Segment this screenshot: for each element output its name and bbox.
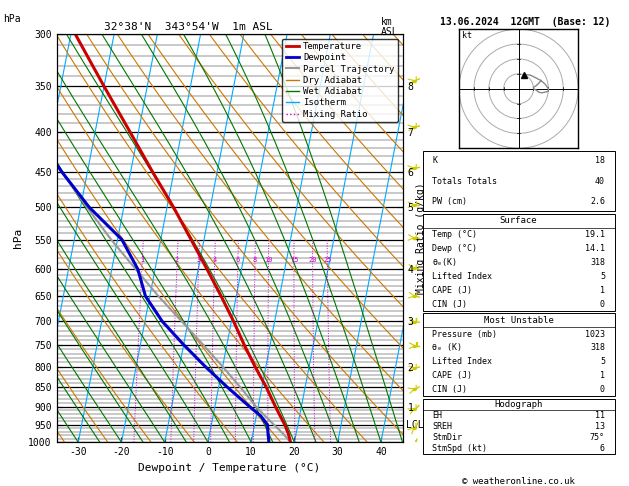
- Text: 0: 0: [600, 385, 605, 394]
- Text: Surface: Surface: [500, 216, 537, 226]
- FancyBboxPatch shape: [423, 214, 615, 311]
- Text: Lifted Index: Lifted Index: [432, 357, 493, 366]
- Text: 15: 15: [290, 258, 298, 263]
- Y-axis label: Mixing Ratio (g/kg): Mixing Ratio (g/kg): [416, 182, 426, 294]
- Text: StmSpd (kt): StmSpd (kt): [432, 444, 487, 453]
- Text: Most Unstable: Most Unstable: [484, 316, 554, 325]
- Text: 2: 2: [175, 258, 179, 263]
- Text: 5: 5: [600, 357, 605, 366]
- Text: 0: 0: [600, 299, 605, 309]
- Text: 13: 13: [595, 422, 605, 431]
- Text: 318: 318: [590, 344, 605, 352]
- Text: θₑ(K): θₑ(K): [432, 258, 457, 267]
- Text: 20: 20: [308, 258, 317, 263]
- Text: 18: 18: [595, 156, 605, 165]
- Text: StmDir: StmDir: [432, 433, 462, 442]
- Text: CIN (J): CIN (J): [432, 385, 467, 394]
- Text: 4: 4: [213, 258, 217, 263]
- Text: 13.06.2024  12GMT  (Base: 12): 13.06.2024 12GMT (Base: 12): [440, 17, 610, 27]
- Text: PW (cm): PW (cm): [432, 197, 467, 206]
- Text: 1: 1: [600, 371, 605, 380]
- Text: km
ASL: km ASL: [381, 17, 398, 37]
- Text: 40: 40: [595, 176, 605, 186]
- Text: 14.1: 14.1: [585, 244, 605, 253]
- Text: kt: kt: [462, 31, 472, 40]
- Text: 19.1: 19.1: [585, 230, 605, 239]
- X-axis label: Dewpoint / Temperature (°C): Dewpoint / Temperature (°C): [138, 463, 321, 473]
- Text: 2.6: 2.6: [590, 197, 605, 206]
- Text: Pressure (mb): Pressure (mb): [432, 330, 498, 339]
- Text: 25: 25: [323, 258, 331, 263]
- Text: 3: 3: [197, 258, 201, 263]
- Text: 1023: 1023: [585, 330, 605, 339]
- Text: K: K: [432, 156, 437, 165]
- FancyBboxPatch shape: [423, 151, 615, 211]
- Text: 6: 6: [236, 258, 240, 263]
- Text: θₑ (K): θₑ (K): [432, 344, 462, 352]
- Text: 1: 1: [140, 258, 144, 263]
- Text: 318: 318: [590, 258, 605, 267]
- Text: Temp (°C): Temp (°C): [432, 230, 477, 239]
- Text: © weatheronline.co.uk: © weatheronline.co.uk: [462, 477, 576, 486]
- Text: CAPE (J): CAPE (J): [432, 286, 472, 295]
- Text: LCL: LCL: [406, 420, 424, 430]
- FancyBboxPatch shape: [423, 399, 615, 454]
- Text: Lifted Index: Lifted Index: [432, 272, 493, 281]
- Text: CIN (J): CIN (J): [432, 299, 467, 309]
- Text: hPa: hPa: [3, 15, 21, 24]
- Text: 5: 5: [600, 272, 605, 281]
- Text: 1: 1: [600, 286, 605, 295]
- Text: Totals Totals: Totals Totals: [432, 176, 498, 186]
- Text: 6: 6: [600, 444, 605, 453]
- Legend: Temperature, Dewpoint, Parcel Trajectory, Dry Adiabat, Wet Adiabat, Isotherm, Mi: Temperature, Dewpoint, Parcel Trajectory…: [282, 38, 398, 122]
- Text: 10: 10: [264, 258, 273, 263]
- Text: 8: 8: [253, 258, 257, 263]
- Text: Dewp (°C): Dewp (°C): [432, 244, 477, 253]
- FancyBboxPatch shape: [423, 313, 615, 396]
- Text: 75°: 75°: [590, 433, 605, 442]
- Text: SREH: SREH: [432, 422, 452, 431]
- Text: Hodograph: Hodograph: [494, 399, 543, 409]
- Text: CAPE (J): CAPE (J): [432, 371, 472, 380]
- Text: 11: 11: [595, 411, 605, 420]
- Title: 32°38'N  343°54'W  1m ASL: 32°38'N 343°54'W 1m ASL: [104, 22, 272, 32]
- Y-axis label: hPa: hPa: [13, 228, 23, 248]
- Text: EH: EH: [432, 411, 442, 420]
